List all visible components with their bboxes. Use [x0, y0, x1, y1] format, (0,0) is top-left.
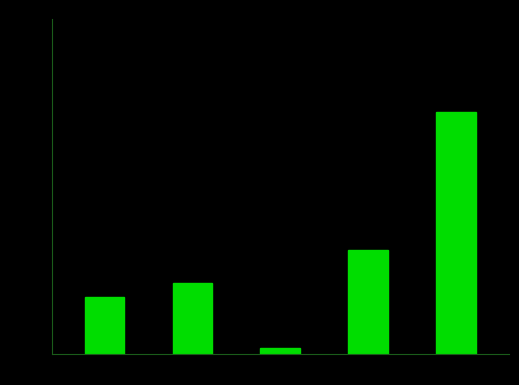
- Bar: [436, 112, 476, 354]
- Bar: [261, 348, 300, 354]
- Bar: [348, 250, 388, 354]
- Bar: [173, 283, 212, 354]
- Bar: [85, 296, 125, 354]
